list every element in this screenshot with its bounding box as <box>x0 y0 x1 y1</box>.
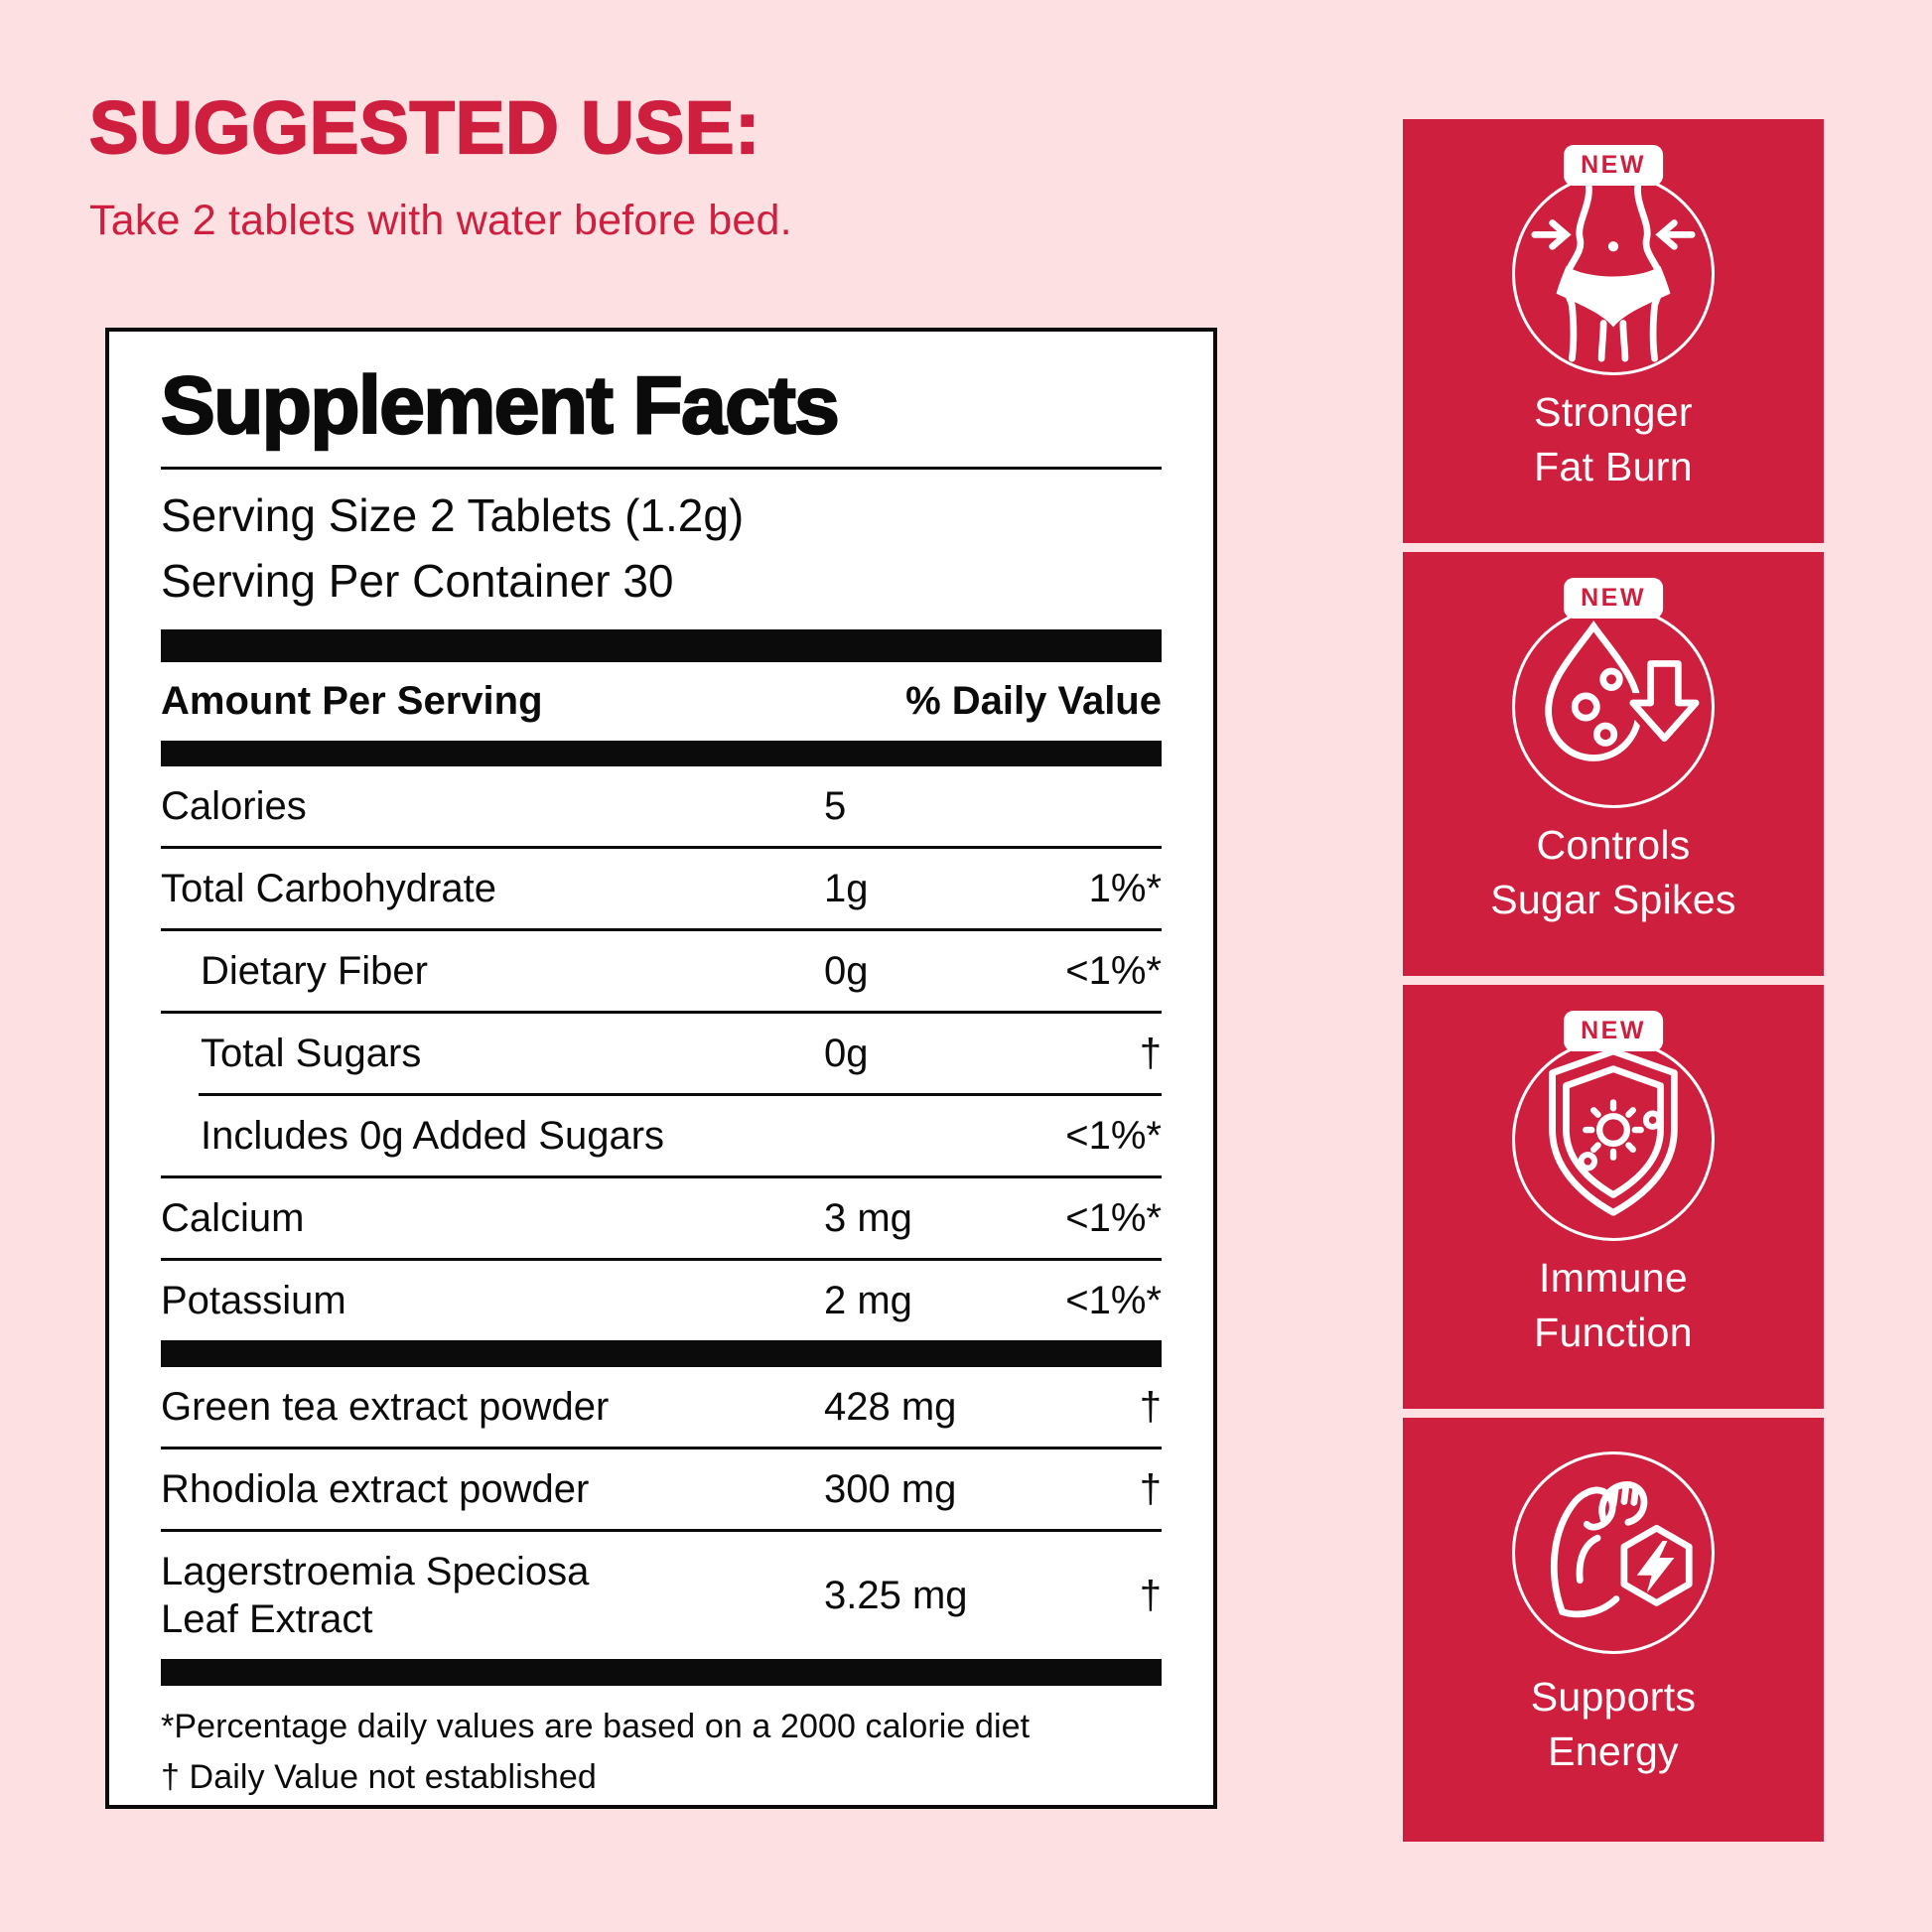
row-separator <box>161 1174 1162 1178</box>
row-dv: <1%* <box>1065 1195 1162 1240</box>
icon-circle <box>1512 1038 1715 1241</box>
suggested-use-title: SUGGESTED USE: <box>88 86 760 169</box>
row-amt: 0g <box>824 1031 869 1075</box>
row-separator <box>161 1446 1162 1449</box>
row-dv: 1%* <box>1088 866 1162 910</box>
row-separator <box>161 927 1162 931</box>
amount-per-serving-header: Amount Per Serving <box>161 678 543 723</box>
footnote-dagger: † Daily Value not established <box>161 1757 597 1796</box>
footnote-asterisk: *Percentage daily values are based on a … <box>161 1707 1031 1745</box>
section-bar <box>161 628 1162 662</box>
row-separator <box>199 1092 1162 1096</box>
row-dv: <1%* <box>1065 948 1162 993</box>
section-bar <box>161 740 1162 766</box>
ingredient-row: Rhodiola extract powder 300 mg † <box>161 1449 1162 1529</box>
serving-size: Serving Size 2 Tablets (1.2g) <box>161 489 745 542</box>
suggested-use-section: SUGGESTED USE: Take 2 tablets with water… <box>88 86 792 245</box>
benefit-label: Supports Energy <box>1530 1674 1697 1775</box>
row-name: Green tea extract powder <box>161 1384 610 1429</box>
ingredient-rows: Green tea extract powder 428 mg † Rhodiola … <box>161 1367 1162 1659</box>
fact-row: Total Carbohydrate 1g 1%* <box>161 849 1162 928</box>
new-badge: NEW <box>1564 578 1663 619</box>
icon-circle <box>1512 1451 1715 1654</box>
row-name: Total Sugars <box>201 1031 422 1075</box>
row-amt: 3 mg <box>824 1195 912 1240</box>
daily-value-header: % Daily Value <box>905 678 1162 723</box>
row-name: Potassium <box>161 1278 346 1322</box>
fact-row: Total Sugars 0g † <box>161 1014 1162 1093</box>
row-separator <box>161 1010 1162 1014</box>
suggested-use-instructions: Take 2 tablets with water before bed. <box>89 197 792 244</box>
section-bar <box>161 1658 1162 1686</box>
benefit-label: Stronger Fat Burn <box>1534 389 1693 490</box>
new-badge: NEW <box>1564 1011 1663 1051</box>
row-amt: 5 <box>824 783 847 828</box>
ingredient-row: Green tea extract powder 428 mg † <box>161 1367 1162 1447</box>
benefit-label: Immune Function <box>1534 1255 1693 1356</box>
row-separator <box>161 845 1162 849</box>
row-amt: 3.25 mg <box>824 1573 968 1617</box>
row-amt: 428 mg <box>824 1384 957 1429</box>
benefits-column: NEW Stronger F <box>1403 119 1824 1842</box>
waist-slim-icon <box>1531 176 1696 362</box>
footnotes: *Percentage daily values are based on a … <box>161 1702 1162 1803</box>
fact-row: Calories 5 <box>161 766 1162 846</box>
ingredient-row: Lagerstroemia Speciosa Leaf Extract 3.25 … <box>161 1532 1162 1659</box>
benefit-card-supports-energy: Supports Energy <box>1403 1418 1824 1842</box>
benefit-label: Controls Sugar Spikes <box>1490 822 1736 923</box>
row-amt: 300 mg <box>824 1466 957 1511</box>
fact-row: Potassium 2 mg <1%* <box>161 1261 1162 1340</box>
fact-row: Calcium 3 mg <1%* <box>161 1178 1162 1258</box>
supplement-facts-panel: Supplement Facts Serving Size 2 Tablets … <box>105 328 1217 1809</box>
row-dv: † <box>1139 1573 1162 1617</box>
benefit-card-controls-sugar-spikes: NEW Controls Sugar Spikes <box>1403 552 1824 976</box>
row-amt: 1g <box>824 866 869 910</box>
row-dv: † <box>1139 1384 1162 1429</box>
row-dv: † <box>1139 1466 1162 1511</box>
energy-arm-icon <box>1551 1481 1700 1618</box>
fact-row: Dietary Fiber 0g <1%* <box>161 931 1162 1011</box>
icon-circle <box>1512 173 1715 375</box>
icon-circle <box>1512 606 1715 808</box>
supplement-facts-title: Supplement Facts <box>160 359 841 452</box>
row-separator <box>161 1257 1162 1261</box>
fact-row: Includes 0g Added Sugars <1%* <box>161 1096 1162 1175</box>
section-bar <box>161 1339 1162 1367</box>
row-name: Includes 0g Added Sugars <box>201 1113 665 1158</box>
row-name: Calcium <box>161 1195 305 1240</box>
row-amt: 2 mg <box>824 1278 912 1322</box>
row-dv: <1%* <box>1065 1113 1162 1158</box>
row-dv: † <box>1139 1031 1162 1075</box>
row-separator <box>161 1528 1162 1532</box>
row-amt: 0g <box>824 948 869 993</box>
benefit-card-immune-function: NEW I <box>1403 985 1824 1409</box>
blood-sugar-drop-icon <box>1545 621 1707 761</box>
row-name: Total Carbohydrate <box>161 866 496 910</box>
nutrient-rows: Calories 5 Total Carbohydrate 1g 1%* Dietary … <box>161 766 1162 1340</box>
table-header-row: Amount Per Serving % Daily Value <box>161 662 1162 741</box>
new-badge: NEW <box>1564 145 1663 186</box>
title-divider <box>161 467 1162 471</box>
row-name: Dietary Fiber <box>201 948 428 993</box>
immune-shield-icon <box>1549 1047 1678 1216</box>
row-name: Lagerstroemia Speciosa Leaf Extract <box>161 1549 590 1641</box>
row-name: Calories <box>161 783 307 828</box>
row-name: Rhodiola extract powder <box>161 1466 590 1511</box>
benefit-card-stronger-fat-burn: NEW Stronger F <box>1403 119 1824 543</box>
servings-per-container: Serving Per Container 30 <box>161 554 674 607</box>
row-dv: <1%* <box>1065 1278 1162 1322</box>
